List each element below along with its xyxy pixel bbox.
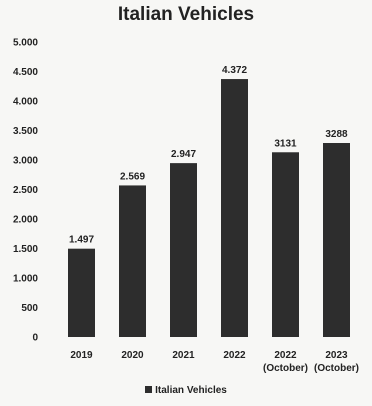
x-tick-label: 2022 (October) [263,350,308,374]
bar [221,79,248,337]
y-tick-label: 0 [32,333,38,344]
legend: Italian Vehicles [0,385,372,396]
y-tick-label: 3.000 [13,156,38,167]
legend-swatch [145,386,153,393]
x-tick-label: 2021 [172,350,195,361]
y-tick-label: 2.000 [13,215,38,226]
x-tick-label: 2023 (October) [314,350,359,374]
bar [119,185,146,337]
y-tick-label: 4.000 [13,97,38,108]
data-label: 2.947 [171,149,196,160]
y-tick-label: 1.000 [13,274,38,285]
x-tick-label: 2022 [223,350,246,361]
data-label: 4.372 [222,65,247,76]
y-tick-label: 3.500 [13,126,38,137]
x-tick-label: 2020 [121,350,144,361]
y-tick-label: 5.000 [13,38,38,49]
bar [68,248,95,337]
legend-label: Italian Vehicles [155,385,227,396]
data-label: 3288 [325,129,348,140]
bar [170,163,197,337]
x-tick-label: 2019 [70,350,93,361]
y-tick-label: 2.500 [13,185,38,196]
y-tick-label: 500 [21,303,38,314]
data-label: 3131 [274,138,297,149]
data-label: 2.569 [120,171,145,182]
y-tick-label: 4.500 [13,67,38,78]
bar [323,143,350,337]
y-tick-label: 1.500 [13,244,38,255]
chart-title: Italian Vehicles [117,4,255,25]
bar [272,152,299,337]
data-label: 1.497 [69,235,94,246]
